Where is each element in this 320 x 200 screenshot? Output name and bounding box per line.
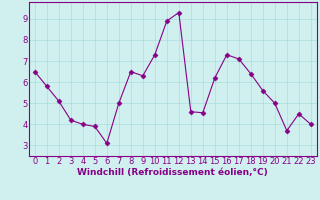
X-axis label: Windchill (Refroidissement éolien,°C): Windchill (Refroidissement éolien,°C) (77, 168, 268, 177)
